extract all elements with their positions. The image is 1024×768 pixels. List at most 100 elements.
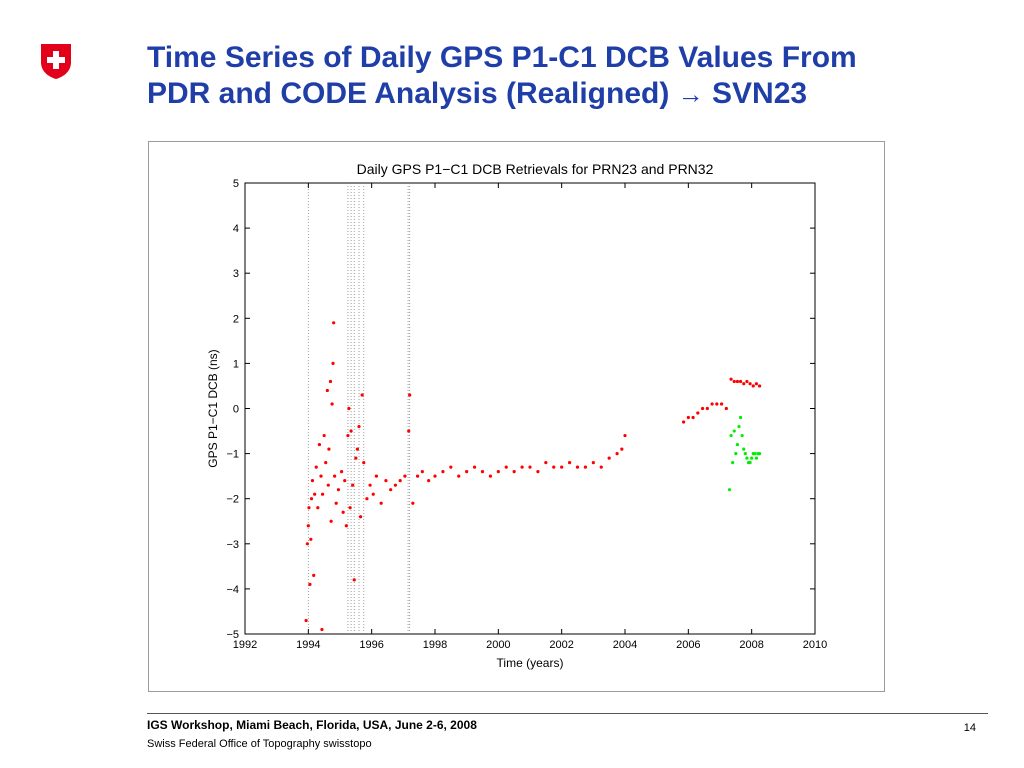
dcb-scatter-chart: Daily GPS P1−C1 DCB Retrievals for PRN23… bbox=[206, 161, 827, 670]
data-point-red bbox=[449, 465, 453, 469]
y-tick-label: −1 bbox=[226, 449, 239, 461]
x-tick-label: 2002 bbox=[549, 639, 573, 651]
footer-event: IGS Workshop, Miami Beach, Florida, USA,… bbox=[147, 718, 477, 732]
data-point-red bbox=[552, 465, 556, 469]
data-point-red bbox=[332, 321, 336, 325]
data-point-red bbox=[480, 470, 485, 474]
data-point-green bbox=[731, 461, 735, 465]
data-point-red bbox=[411, 501, 415, 505]
data-point-red bbox=[696, 411, 700, 415]
data-point-red bbox=[365, 497, 369, 501]
data-point-red bbox=[615, 452, 619, 456]
data-point-red bbox=[488, 474, 493, 478]
data-point-red bbox=[528, 465, 532, 469]
data-point-red bbox=[360, 393, 364, 397]
footer-divider bbox=[147, 713, 988, 714]
y-tick-label: 5 bbox=[233, 178, 239, 190]
data-point-red bbox=[348, 506, 352, 510]
data-point-red bbox=[349, 429, 353, 433]
data-point-green bbox=[748, 461, 752, 465]
data-point-red bbox=[320, 627, 324, 632]
data-point-red bbox=[329, 519, 333, 523]
data-point-green bbox=[732, 429, 736, 433]
data-point-red bbox=[324, 461, 328, 465]
slide-title-line1: Time Series of Daily GPS P1-C1 DCB Value… bbox=[147, 41, 857, 74]
data-point-red bbox=[319, 474, 323, 478]
plot-area bbox=[244, 182, 816, 635]
data-point-red bbox=[346, 433, 350, 438]
data-point-red bbox=[710, 402, 714, 406]
x-tick-label: 2004 bbox=[613, 639, 637, 651]
data-point-green bbox=[727, 488, 732, 492]
slide-title-suffix: SVN23 bbox=[712, 77, 808, 110]
data-point-red bbox=[427, 479, 431, 483]
x-tick-label: 1994 bbox=[296, 639, 320, 651]
data-point-green bbox=[738, 415, 743, 420]
data-point-red bbox=[457, 474, 461, 478]
x-tick-label: 2000 bbox=[486, 639, 510, 651]
y-tick-label: 4 bbox=[233, 223, 239, 235]
data-point-red bbox=[344, 524, 348, 528]
x-tick-label: 1992 bbox=[233, 639, 257, 651]
data-point-red bbox=[520, 465, 524, 469]
data-point-red bbox=[317, 442, 322, 447]
data-point-red bbox=[607, 456, 611, 460]
data-point-red bbox=[403, 474, 407, 478]
data-point-red bbox=[472, 465, 477, 469]
y-tick-label: 3 bbox=[233, 268, 239, 280]
data-point-red bbox=[751, 384, 755, 388]
data-point-red bbox=[334, 501, 338, 505]
data-point-green bbox=[734, 452, 738, 456]
slide-title-main: PDR and CODE Analysis (Realigned) bbox=[147, 77, 670, 110]
x-tick-label: 2006 bbox=[676, 639, 700, 651]
data-point-red bbox=[330, 402, 334, 406]
data-point-red bbox=[362, 461, 366, 465]
data-point-red bbox=[308, 582, 312, 586]
data-point-red bbox=[339, 470, 344, 474]
data-point-green bbox=[757, 452, 762, 456]
data-point-red bbox=[729, 377, 733, 381]
data-point-red bbox=[715, 402, 719, 406]
data-point-red bbox=[393, 483, 398, 487]
data-point-red bbox=[336, 488, 341, 492]
data-point-red bbox=[389, 488, 393, 492]
y-tick-label: −2 bbox=[226, 494, 239, 506]
data-point-red bbox=[441, 470, 445, 474]
x-tick-label: 1998 bbox=[423, 639, 447, 651]
data-point-red bbox=[379, 501, 383, 505]
data-point-red bbox=[544, 461, 548, 465]
swiss-cross-shield-icon bbox=[38, 42, 74, 80]
data-point-red bbox=[420, 470, 424, 474]
data-point-red bbox=[354, 456, 358, 460]
data-point-red bbox=[512, 470, 516, 474]
axes: 1992 1994 1996 1998 2000 2002 2004 2006 2008 2010… bbox=[226, 178, 827, 651]
data-point-red bbox=[309, 497, 314, 501]
data-point-green bbox=[740, 433, 744, 438]
data-point-red bbox=[352, 578, 356, 582]
data-point-red bbox=[371, 492, 375, 496]
vertical-reference-lines bbox=[307, 183, 411, 634]
data-point-red bbox=[591, 461, 595, 465]
data-point-red bbox=[407, 429, 411, 433]
data-point-red bbox=[384, 479, 388, 483]
data-point-green bbox=[743, 452, 747, 456]
data-point-red bbox=[325, 388, 329, 393]
data-point-red bbox=[757, 384, 762, 388]
y-tick-label: −3 bbox=[226, 539, 239, 551]
data-point-red bbox=[398, 479, 402, 483]
data-point-red bbox=[327, 447, 331, 451]
data-point-green bbox=[753, 452, 757, 456]
x-axis-label: Time (years) bbox=[497, 656, 564, 670]
data-point-red bbox=[307, 506, 311, 510]
data-point-red bbox=[686, 415, 690, 420]
data-point-green bbox=[750, 456, 754, 460]
data-point-red bbox=[310, 479, 315, 483]
data-point-red bbox=[358, 515, 363, 519]
data-point-red bbox=[331, 361, 335, 365]
data-point-red bbox=[724, 406, 728, 411]
data-point-red bbox=[306, 524, 310, 528]
data-point-red bbox=[347, 406, 351, 411]
data-point-red bbox=[305, 542, 309, 546]
data-point-red bbox=[681, 420, 686, 424]
data-point-red bbox=[735, 379, 740, 384]
